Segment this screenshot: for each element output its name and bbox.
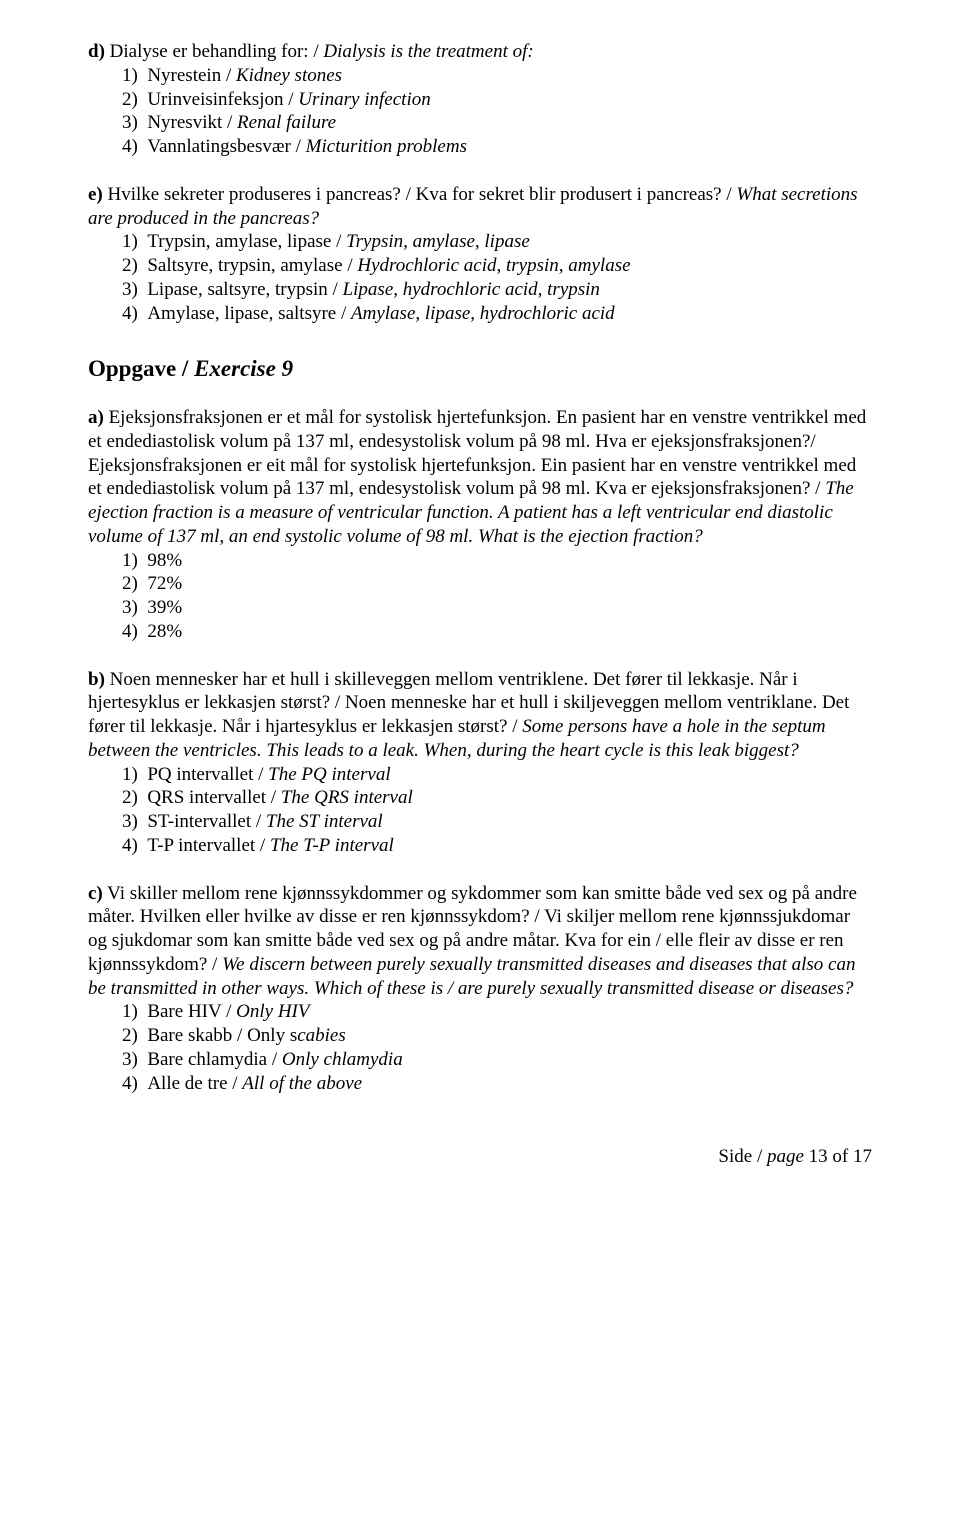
question-e-options: 1) Trypsin, amylase, lipase / Trypsin, a… [88,230,872,325]
option-c-3: 3) Bare chlamydia / Only chlamydia [122,1048,872,1072]
question-a-options: 1) 98% 2) 72% 3) 39% 4) 28% [88,549,872,644]
option-b-4: 4) T-P intervallet / The T-P interval [122,834,872,858]
question-c-options: 1) Bare HIV / Only HIV 2) Bare skabb / O… [88,1000,872,1095]
question-b: b) Noen mennesker har et hull i skilleve… [88,668,872,858]
option-d-3: 3) Nyresvikt / Renal failure [122,111,872,135]
option-b-1: 1) PQ intervallet / The PQ interval [122,763,872,787]
question-e: e) Hvilke sekreter produseres i pancreas… [88,183,872,326]
option-a-4: 4) 28% [122,620,872,644]
question-b-options: 1) PQ intervallet / The PQ interval 2) Q… [88,763,872,858]
option-b-3: 3) ST-intervallet / The ST interval [122,810,872,834]
option-e-3: 3) Lipase, saltsyre, trypsin / Lipase, h… [122,278,872,302]
question-c: c) Vi skiller mellom rene kjønnssykdomme… [88,882,872,1096]
question-e-label: e) [88,184,103,205]
option-d-1: 1) Nyrestein / Kidney stones [122,64,872,88]
exercise-heading: Oppgave / Exercise 9 [88,355,872,384]
page-footer: Side / page 13 of 17 [88,1145,872,1169]
question-d-text-no: Dialyse er behandling for: / [105,41,323,62]
option-a-2: 2) 72% [122,572,872,596]
document-page: d) Dialyse er behandling for: / Dialysis… [0,0,960,1229]
option-c-1: 1) Bare HIV / Only HIV [122,1000,872,1024]
question-a-text-no: Ejeksjonsfraksjonen er et mål for systol… [88,407,866,499]
option-e-1: 1) Trypsin, amylase, lipase / Trypsin, a… [122,230,872,254]
option-d-4: 4) Vannlatingsbesvær / Micturition probl… [122,135,872,159]
question-a-label: a) [88,407,104,428]
question-d-label: d) [88,41,105,62]
option-a-3: 3) 39% [122,596,872,620]
question-d-text-en: Dialysis is the treatment of: [323,41,533,62]
question-b-label: b) [88,669,105,690]
question-a: a) Ejeksjonsfraksjonen er et mål for sys… [88,406,872,644]
option-c-2: 2) Bare skabb / Only scabies [122,1024,872,1048]
option-d-2: 2) Urinveisinfeksjon / Urinary infection [122,88,872,112]
question-d: d) Dialyse er behandling for: / Dialysis… [88,40,872,159]
question-e-text-no: Hvilke sekreter produseres i pancreas? /… [103,184,737,205]
option-e-2: 2) Saltsyre, trypsin, amylase / Hydrochl… [122,254,872,278]
option-a-1: 1) 98% [122,549,872,573]
question-d-options: 1) Nyrestein / Kidney stones 2) Urinveis… [88,64,872,159]
option-b-2: 2) QRS intervallet / The QRS interval [122,786,872,810]
question-c-label: c) [88,883,103,904]
option-e-4: 4) Amylase, lipase, saltsyre / Amylase, … [122,302,872,326]
option-c-4: 4) Alle de tre / All of the above [122,1072,872,1096]
